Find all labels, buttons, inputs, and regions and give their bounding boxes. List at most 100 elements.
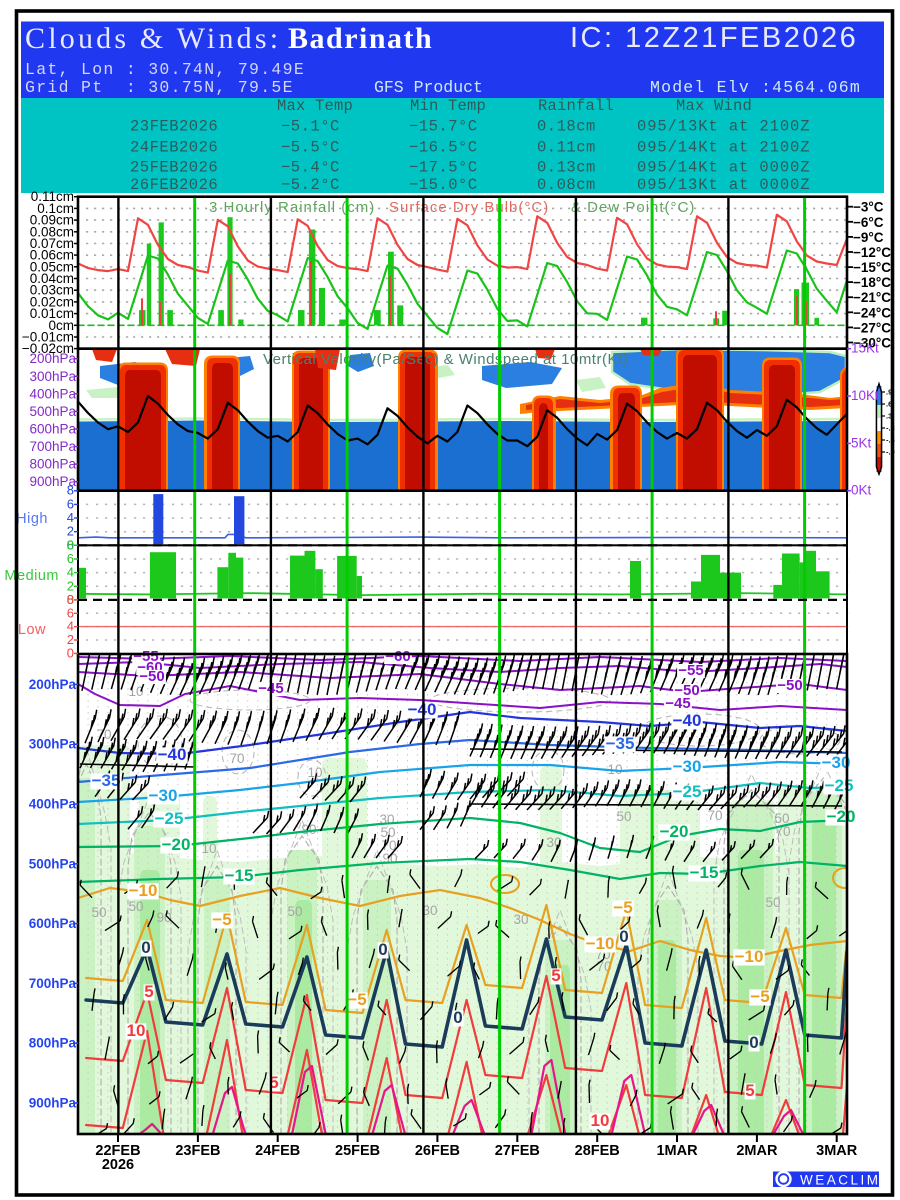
svg-text:25FEB: 25FEB [335, 1143, 380, 1159]
svg-text:1MAR: 1MAR [656, 1143, 698, 1159]
svg-text:IC: 12Z21FEB2026: IC: 12Z21FEB2026 [570, 22, 858, 54]
svg-text:−25: −25 [155, 809, 184, 828]
svg-text:Grid Pt : 30.75N, 79.5E: Grid Pt : 30.75N, 79.5E [25, 78, 294, 97]
svg-text:0: 0 [67, 645, 74, 660]
svg-text:−40: −40 [408, 700, 437, 719]
svg-text:Low: Low [18, 622, 46, 638]
svg-text:−55: −55 [678, 662, 703, 679]
svg-text:0.08cm: 0.08cm [30, 224, 74, 239]
svg-text:300hPa: 300hPa [29, 737, 77, 752]
svg-text:26FEB2026: 26FEB2026 [130, 176, 218, 194]
svg-text:Max Wind: Max Wind [676, 97, 752, 115]
svg-text:−0.01cm: −0.01cm [22, 330, 74, 345]
svg-text:5Kt: 5Kt [851, 435, 872, 450]
svg-text:500hPa: 500hPa [29, 856, 77, 871]
svg-text:50: 50 [765, 895, 780, 910]
svg-text:3 Hourly Rainfall (cm): 3 Hourly Rainfall (cm) [209, 199, 375, 216]
svg-text:−20: −20 [162, 835, 191, 854]
svg-text:50: 50 [128, 899, 143, 914]
svg-text:900hPa: 900hPa [29, 474, 76, 489]
svg-text:−20: −20 [827, 807, 856, 826]
svg-text:−24°C: −24°C [853, 305, 891, 320]
svg-text:−50: −50 [139, 668, 164, 685]
svg-text:200hPa: 200hPa [29, 351, 76, 366]
svg-text:0.01cm: 0.01cm [30, 306, 74, 321]
svg-text:-.6: -.6 [886, 436, 895, 445]
svg-text:600hPa: 600hPa [29, 916, 77, 931]
svg-text:−5: −5 [750, 987, 769, 1006]
svg-text:0.02cm: 0.02cm [30, 294, 74, 309]
svg-text:−60: −60 [385, 648, 410, 665]
svg-text:0.13cm: 0.13cm [537, 159, 596, 177]
svg-text:70: 70 [707, 808, 722, 823]
svg-text:Rainfall: Rainfall [538, 97, 614, 115]
svg-text:−50: −50 [777, 677, 802, 694]
svg-text:700hPa: 700hPa [29, 439, 76, 454]
svg-text:Clouds & Winds:: Clouds & Winds: [25, 22, 281, 55]
svg-text:& Dew Point(°C): & Dew Point(°C) [571, 199, 695, 216]
svg-text:−20: −20 [660, 822, 689, 841]
svg-text:−25: −25 [825, 776, 854, 795]
svg-text:8: 8 [67, 537, 74, 552]
svg-text:600hPa: 600hPa [29, 422, 76, 437]
svg-text:300hPa: 300hPa [29, 369, 76, 384]
svg-text:15Kt: 15Kt [851, 341, 879, 356]
svg-text:WEACLIM: WEACLIM [800, 1173, 881, 1188]
svg-text:2: 2 [67, 632, 74, 647]
svg-text:26FEB: 26FEB [415, 1143, 460, 1159]
svg-text:−15°C: −15°C [853, 260, 891, 275]
svg-text:50: 50 [380, 825, 395, 840]
svg-text:900hPa: 900hPa [29, 1096, 77, 1111]
svg-text:6: 6 [67, 496, 74, 511]
svg-text:−0.02cm: −0.02cm [22, 341, 74, 356]
svg-text:0.1cm: 0.1cm [37, 201, 74, 216]
svg-text:−6°C: −6°C [853, 215, 884, 230]
svg-text:50: 50 [616, 809, 631, 824]
svg-text:−17.5°C: −17.5°C [409, 159, 478, 177]
svg-text:25FEB2026: 25FEB2026 [130, 159, 218, 177]
svg-text:−50: −50 [674, 682, 699, 699]
svg-text:−55: −55 [133, 648, 158, 665]
svg-text:−30: −30 [822, 753, 851, 772]
svg-text:−5: −5 [212, 910, 231, 929]
svg-text:095/14Kt at 0000Z: 095/14Kt at 0000Z [637, 159, 810, 177]
svg-text:0.05cm: 0.05cm [30, 259, 74, 274]
svg-text:0: 0 [67, 592, 74, 607]
svg-text:−30°C: −30°C [853, 336, 891, 351]
svg-text:4: 4 [67, 619, 74, 634]
svg-text:0: 0 [619, 927, 628, 946]
svg-text:−35: −35 [92, 771, 121, 790]
svg-text:−15: −15 [225, 866, 254, 885]
svg-text:22FEB: 22FEB [95, 1143, 140, 1159]
svg-text:−10: −10 [129, 881, 158, 900]
svg-text:0.11cm: 0.11cm [537, 139, 596, 157]
svg-text:30: 30 [422, 903, 437, 918]
svg-text:095/13Kt at 2100Z: 095/13Kt at 2100Z [637, 118, 810, 136]
svg-text:-.9: -.9 [886, 448, 895, 457]
svg-text:.9: .9 [886, 388, 892, 397]
svg-text:500hPa: 500hPa [29, 404, 76, 419]
svg-text:6: 6 [67, 605, 74, 620]
svg-text:2MAR: 2MAR [736, 1143, 778, 1159]
svg-text:−35: −35 [606, 734, 635, 753]
svg-text:90: 90 [156, 910, 171, 925]
svg-text:3MAR: 3MAR [816, 1143, 858, 1159]
svg-text:27FEB: 27FEB [495, 1143, 540, 1159]
svg-text:2: 2 [67, 524, 74, 539]
svg-text:400hPa: 400hPa [29, 386, 76, 401]
svg-text:−16.5°C: −16.5°C [409, 139, 478, 157]
svg-text:0.09cm: 0.09cm [30, 213, 74, 228]
svg-text:Lat, Lon : 30.74N, 79.49E: Lat, Lon : 30.74N, 79.49E [25, 60, 305, 79]
svg-text:800hPa: 800hPa [29, 457, 76, 472]
svg-text:0.07cm: 0.07cm [30, 236, 74, 251]
svg-text:Badrinath: Badrinath [288, 22, 433, 55]
svg-text:23FEB: 23FEB [175, 1143, 220, 1159]
svg-text:10: 10 [127, 1021, 146, 1040]
svg-text:.3: .3 [886, 412, 892, 421]
svg-text:−45: −45 [665, 695, 690, 712]
svg-text:0.03cm: 0.03cm [30, 283, 74, 298]
svg-text:−5: −5 [613, 898, 632, 917]
svg-text:10: 10 [591, 1111, 610, 1130]
svg-text:−30: −30 [673, 757, 702, 776]
svg-text:095/13Kt at 0000Z: 095/13Kt at 0000Z [637, 176, 810, 194]
